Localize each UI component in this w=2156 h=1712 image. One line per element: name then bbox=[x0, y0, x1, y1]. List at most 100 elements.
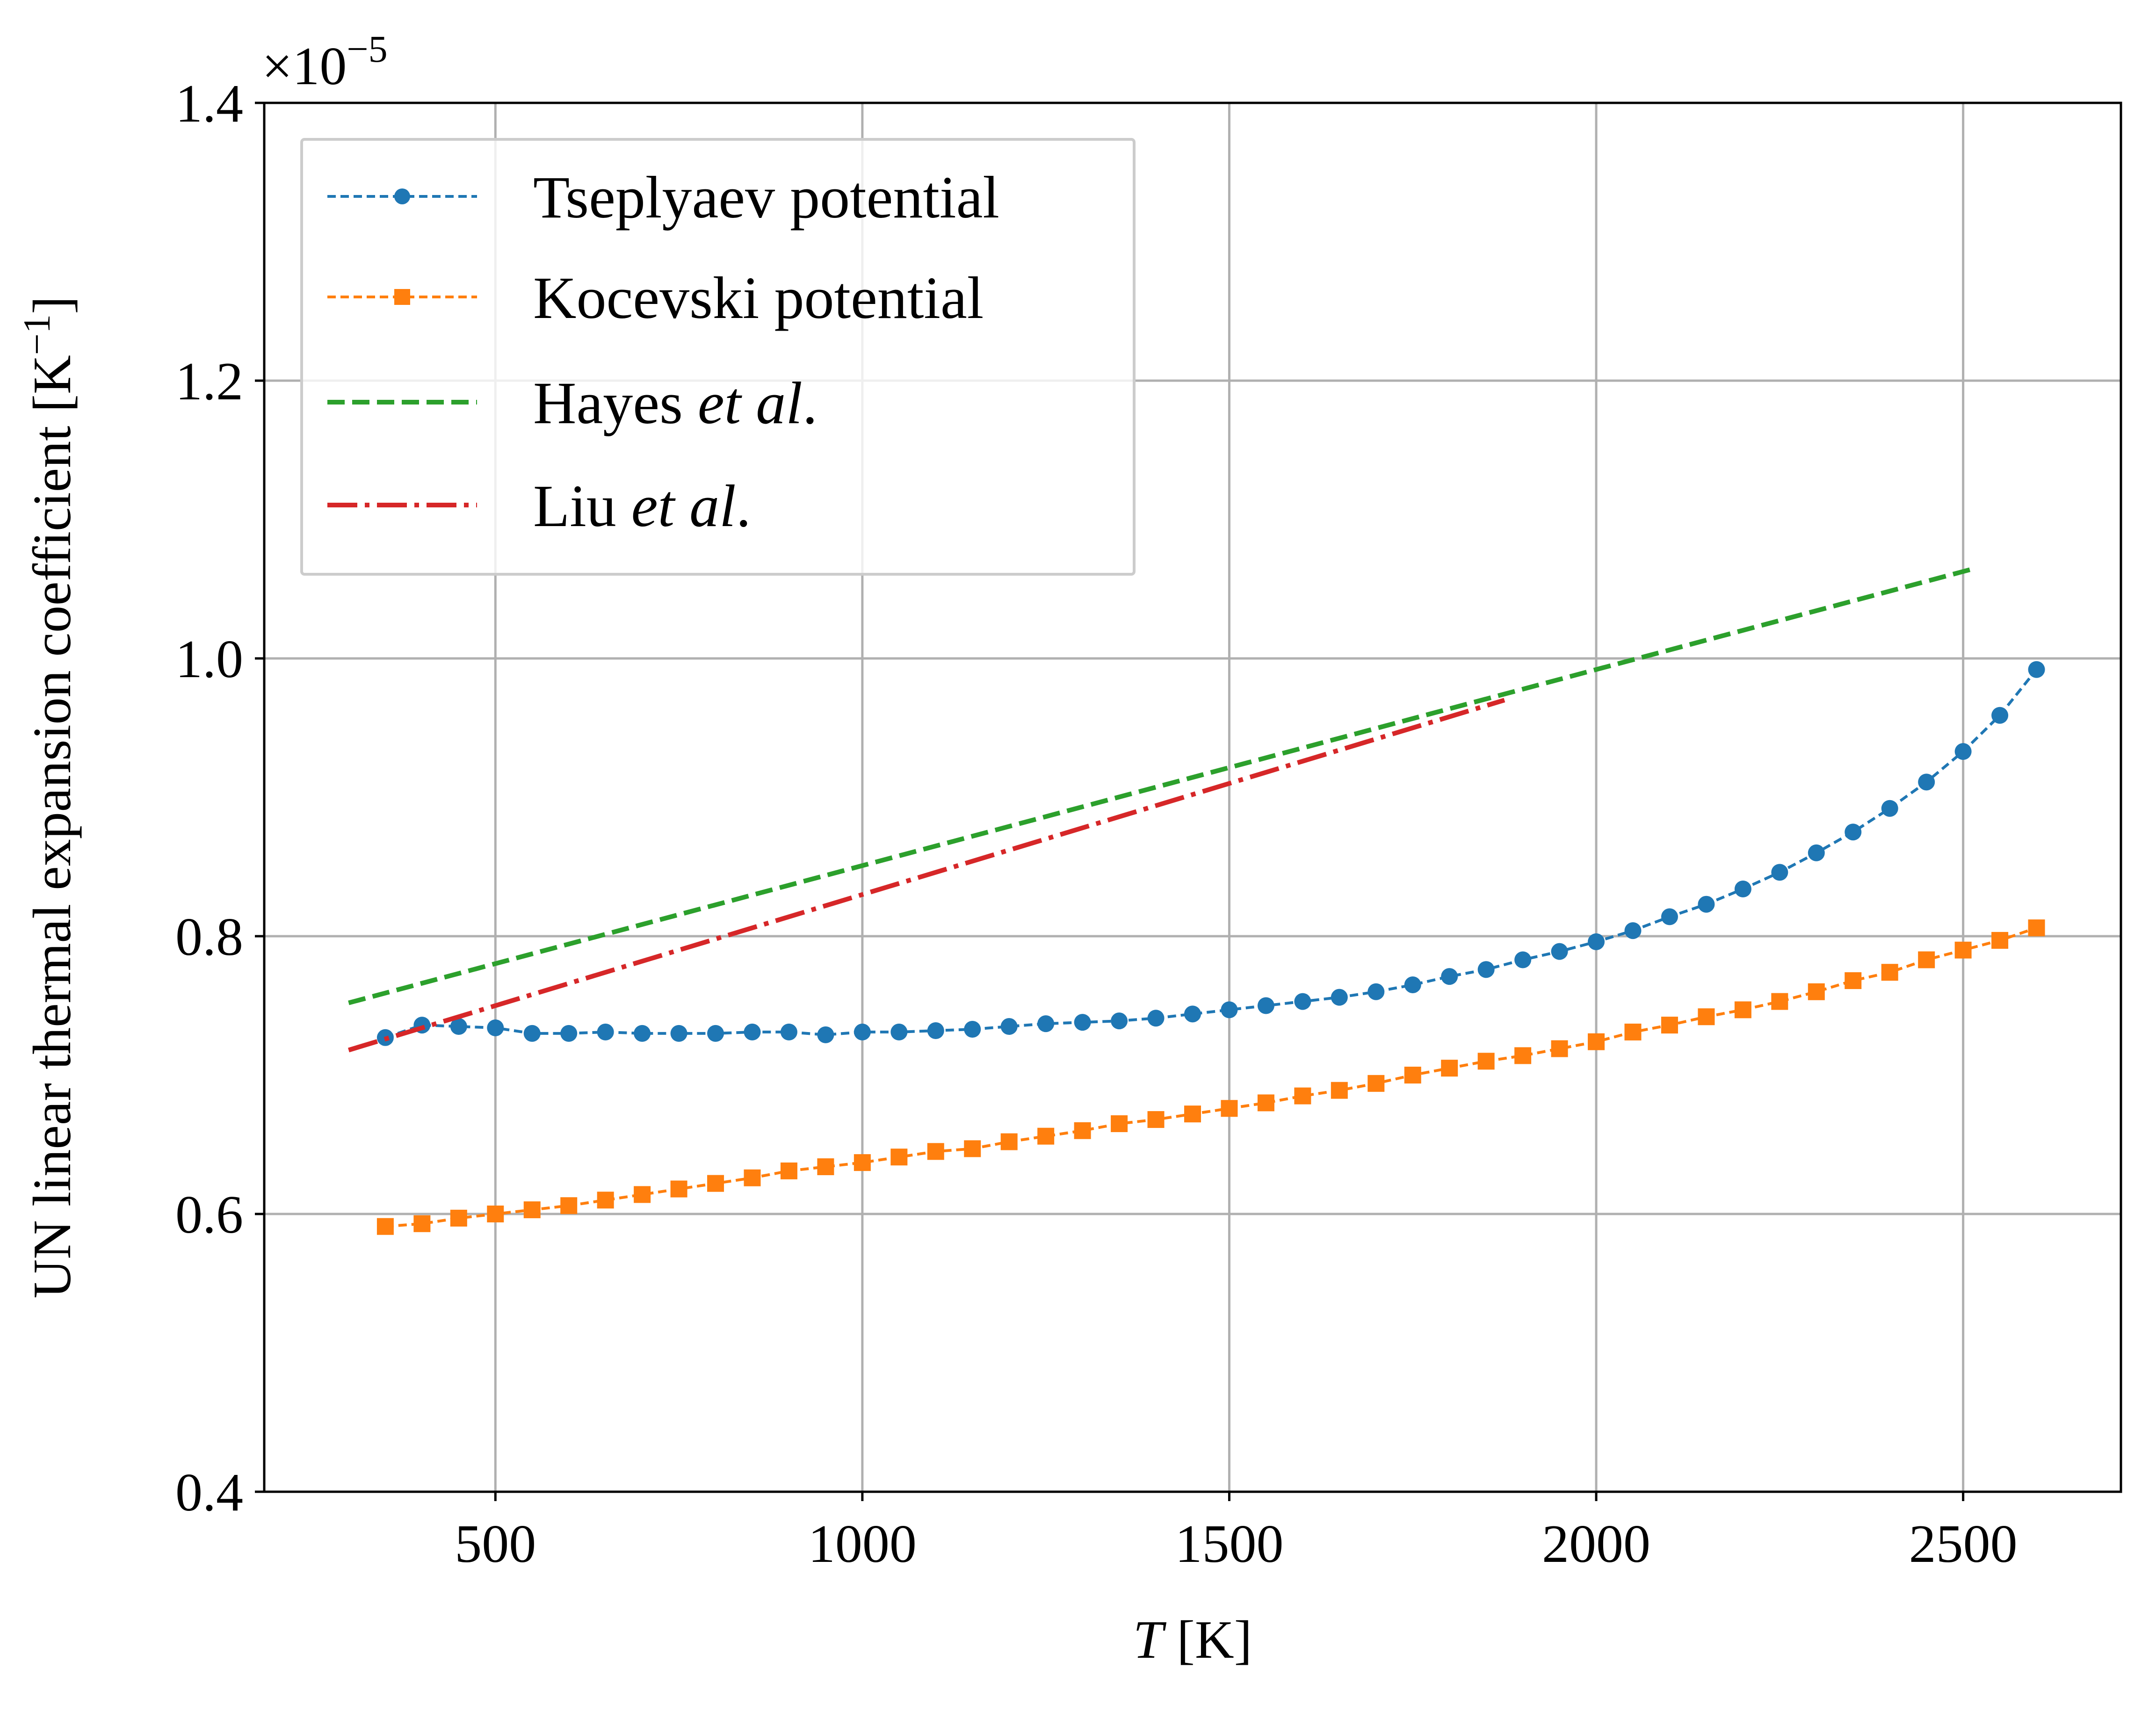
data-point-kocevski bbox=[523, 1201, 541, 1219]
data-point-kocevski bbox=[376, 1218, 394, 1235]
data-point-tseplyaev bbox=[1588, 933, 1605, 950]
legend-entry-kocevski: Kocevski potential bbox=[327, 265, 984, 331]
series-line-hayes bbox=[348, 567, 1971, 1005]
data-point-kocevski bbox=[1918, 951, 1935, 968]
data-point-tseplyaev bbox=[1954, 743, 1972, 760]
data-point-kocevski bbox=[560, 1197, 578, 1214]
data-point-kocevski bbox=[964, 1140, 981, 1157]
data-point-kocevski bbox=[1257, 1094, 1274, 1112]
x-tick-label: 500 bbox=[455, 1514, 536, 1574]
data-point-kocevski bbox=[1845, 972, 1862, 990]
legend-entry-hayes: Hayes et al. bbox=[327, 370, 818, 436]
data-point-kocevski bbox=[744, 1169, 761, 1186]
series-line-tseplyaev bbox=[384, 668, 2038, 1039]
data-point-tseplyaev bbox=[1514, 951, 1532, 968]
data-point-kocevski bbox=[1551, 1040, 1568, 1057]
data-point-kocevski bbox=[854, 1154, 871, 1171]
data-point-tseplyaev bbox=[1698, 896, 1715, 913]
data-point-tseplyaev bbox=[964, 1020, 981, 1038]
data-point-tseplyaev bbox=[597, 1023, 614, 1040]
data-point-kocevski bbox=[1000, 1133, 1018, 1150]
data-point-tseplyaev bbox=[560, 1025, 578, 1042]
data-point-tseplyaev bbox=[487, 1019, 504, 1037]
legend-marker-tseplyaev bbox=[394, 188, 410, 204]
legend-label-hayes: Hayes et al. bbox=[533, 370, 818, 436]
data-point-kocevski bbox=[634, 1186, 651, 1203]
data-point-tseplyaev bbox=[1551, 943, 1568, 960]
data-point-tseplyaev bbox=[1221, 1001, 1238, 1019]
data-point-kocevski bbox=[597, 1192, 614, 1209]
data-point-kocevski bbox=[1514, 1047, 1532, 1064]
data-point-tseplyaev bbox=[1477, 961, 1495, 978]
data-point-kocevski bbox=[1808, 983, 1825, 1000]
data-point-tseplyaev bbox=[1147, 1010, 1165, 1027]
data-point-tseplyaev bbox=[927, 1022, 944, 1039]
data-point-tseplyaev bbox=[817, 1026, 834, 1043]
plot-frame bbox=[263, 101, 2122, 1493]
data-point-kocevski bbox=[1294, 1087, 1311, 1105]
legend-frame bbox=[300, 138, 1136, 576]
x-tick-label: 1500 bbox=[1175, 1514, 1283, 1574]
y-tick-label: 0.8 bbox=[175, 907, 243, 967]
data-point-kocevski bbox=[1404, 1067, 1421, 1084]
y-tick-label: 0.6 bbox=[175, 1185, 243, 1245]
data-point-kocevski bbox=[670, 1180, 687, 1198]
legend: Tseplyaev potential Kocevski potential H… bbox=[300, 138, 1136, 576]
data-point-tseplyaev bbox=[854, 1023, 871, 1040]
data-point-kocevski bbox=[780, 1162, 797, 1179]
data-point-tseplyaev bbox=[1037, 1015, 1055, 1033]
data-point-tseplyaev bbox=[1734, 881, 1751, 898]
legend-label-kocevski: Kocevski potential bbox=[533, 265, 984, 331]
x-tick-label: 2500 bbox=[1909, 1514, 2018, 1574]
data-point-kocevski bbox=[1698, 1008, 1715, 1026]
legend-entry-liu: Liu et al. bbox=[327, 473, 751, 539]
data-point-kocevski bbox=[1331, 1082, 1348, 1099]
data-point-kocevski bbox=[1221, 1100, 1238, 1117]
data-point-tseplyaev bbox=[707, 1025, 724, 1042]
y-tick-label: 1.0 bbox=[175, 629, 243, 689]
legend-entry-tseplyaev: Tseplyaev potential bbox=[327, 164, 999, 231]
data-point-tseplyaev bbox=[1918, 773, 1935, 791]
data-point-kocevski bbox=[1991, 932, 2009, 949]
data-point-kocevski bbox=[1037, 1127, 1055, 1145]
data-point-kocevski bbox=[1147, 1111, 1165, 1128]
data-point-tseplyaev bbox=[1331, 989, 1348, 1006]
data-point-kocevski bbox=[487, 1206, 504, 1222]
data-point-tseplyaev bbox=[1074, 1014, 1091, 1031]
data-point-tseplyaev bbox=[1000, 1018, 1018, 1035]
series-layer bbox=[348, 567, 2045, 1235]
data-point-tseplyaev bbox=[1111, 1012, 1128, 1030]
data-point-kocevski bbox=[1624, 1023, 1642, 1040]
data-point-tseplyaev bbox=[1771, 864, 1788, 881]
tick-layer: 500 1000 1500 2000 2500 0.4 0.6 0.8 1.0 1.2 1.4 bbox=[175, 74, 2018, 1574]
data-point-tseplyaev bbox=[744, 1023, 761, 1040]
y-axis-title: UN linear thermal expansion coefficient … bbox=[15, 296, 82, 1298]
data-point-tseplyaev bbox=[890, 1023, 908, 1040]
data-point-kocevski bbox=[450, 1209, 467, 1227]
y-tick-label: 0.4 bbox=[175, 1463, 243, 1523]
data-point-tseplyaev bbox=[1808, 844, 1825, 861]
data-point-kocevski bbox=[1954, 941, 1972, 959]
y-offset-label: ×10−5 bbox=[262, 28, 388, 96]
data-point-kocevski bbox=[1881, 964, 1898, 981]
data-point-tseplyaev bbox=[1294, 993, 1311, 1010]
data-point-tseplyaev bbox=[1404, 976, 1421, 993]
data-point-kocevski bbox=[1441, 1060, 1458, 1077]
data-point-tseplyaev bbox=[1367, 983, 1385, 1000]
data-point-tseplyaev bbox=[1845, 823, 1862, 841]
data-point-kocevski bbox=[927, 1143, 944, 1160]
data-point-kocevski bbox=[1184, 1105, 1201, 1123]
data-point-kocevski bbox=[707, 1175, 724, 1192]
data-point-kocevski bbox=[2028, 919, 2045, 937]
data-point-kocevski bbox=[1588, 1033, 1605, 1050]
data-point-kocevski bbox=[1771, 993, 1788, 1010]
y-tick-label: 1.2 bbox=[175, 352, 243, 412]
x-tick-label: 2000 bbox=[1542, 1514, 1650, 1574]
legend-marker-kocevski bbox=[394, 289, 410, 305]
data-point-kocevski bbox=[1074, 1122, 1091, 1139]
data-point-tseplyaev bbox=[1441, 968, 1458, 985]
data-point-kocevski bbox=[817, 1158, 834, 1176]
data-point-tseplyaev bbox=[523, 1025, 541, 1042]
data-point-tseplyaev bbox=[670, 1025, 687, 1042]
